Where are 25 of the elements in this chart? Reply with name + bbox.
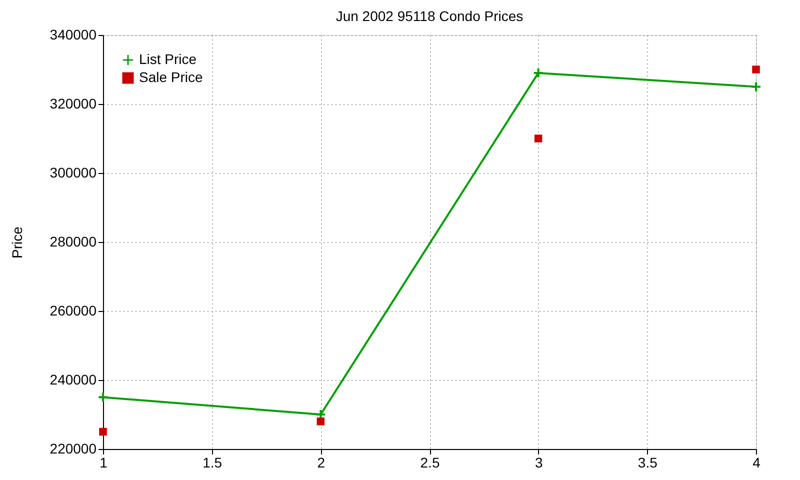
x-tick-label: 3.5 [638, 454, 658, 470]
x-tick-label: 3 [534, 454, 543, 470]
point [99, 428, 107, 436]
point [534, 134, 542, 142]
point [752, 66, 760, 74]
legend-label: List Price [139, 51, 197, 67]
point [316, 418, 325, 426]
y-tick-label: 340000 [50, 26, 97, 42]
x-tick-label: 4 [752, 454, 761, 470]
chart-title: Jun 2002 95118 Condo Prices [336, 8, 524, 24]
legend-label: Sale Price [139, 69, 204, 85]
point [532, 67, 544, 78]
point [98, 392, 108, 403]
x-tick-label: 1 [100, 454, 108, 470]
y-tick-label: 220000 [50, 440, 97, 456]
y-tick-label: 320000 [50, 96, 97, 112]
y-tick-label: 260000 [50, 302, 97, 318]
x-tick-label: 2 [317, 454, 326, 470]
y-tick-label: 240000 [50, 372, 97, 388]
y-axis-title: Price [8, 226, 25, 258]
y-tick-label: 300000 [50, 164, 97, 180]
point [750, 81, 762, 92]
y-tick-label: 280000 [50, 234, 97, 250]
x-tick-label: 2.5 [420, 454, 440, 470]
x-tick-label: 1.5 [202, 454, 222, 470]
